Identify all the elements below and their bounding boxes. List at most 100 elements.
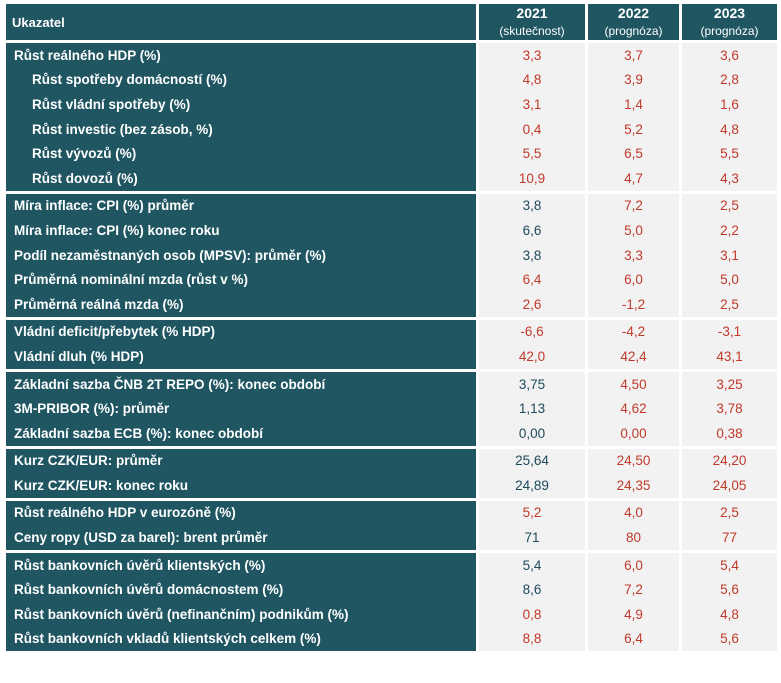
value-2021: 0,8 — [476, 602, 585, 627]
row-label: Růst investic (bez zásob, %) — [6, 116, 476, 142]
table-row: Ceny ropy (USD za barel): brent průměr 7… — [6, 525, 777, 550]
table-row: Podíl nezaměstnaných osob (MPSV): průměr… — [6, 242, 777, 268]
value-2022: -4,2 — [585, 316, 679, 345]
value-2021: 3,1 — [476, 92, 585, 117]
row-label: Růst bankovních úvěrů klientských (%) — [6, 549, 476, 578]
value-2022: 3,7 — [585, 40, 679, 68]
value-2022: 3,9 — [585, 67, 679, 93]
value-2023: 2,5 — [679, 291, 777, 317]
value-2021: 3,3 — [476, 40, 585, 68]
row-label: Průměrná nominální mzda (růst v %) — [6, 267, 476, 292]
column-year: 2021 — [516, 5, 548, 21]
value-2023: 1,6 — [679, 92, 777, 117]
row-label: Růst spotřeby domácností (%) — [6, 67, 476, 93]
value-2023: 5,6 — [679, 577, 777, 603]
row-label: 3M-PRIBOR (%): průměr — [6, 396, 476, 421]
value-2022: 6,0 — [585, 267, 679, 292]
value-2022: 4,7 — [585, 165, 679, 191]
table-row: Růst reálného HDP v eurozóně (%) 5,2 4,0… — [6, 497, 777, 526]
value-2022: 7,2 — [585, 190, 679, 219]
column-year: 2023 — [713, 5, 746, 21]
column-header-2021: 2021 (skutečnost) — [476, 4, 585, 40]
value-2021: 5,5 — [476, 141, 585, 166]
column-subtitle: (skutečnost) — [499, 24, 565, 38]
row-label: Základní sazba ČNB 2T REPO (%): konec ob… — [6, 368, 476, 397]
value-2022: -1,2 — [585, 291, 679, 317]
value-2023: 2,2 — [679, 218, 777, 243]
value-2023: 3,1 — [679, 242, 777, 268]
table-row: Kurz CZK/EUR: průměr 25,64 24,50 24,20 — [6, 445, 777, 474]
value-2022: 6,5 — [585, 141, 679, 166]
value-2023: 5,6 — [679, 626, 777, 652]
row-label: Růst reálného HDP (%) — [6, 40, 476, 68]
value-2022: 24,50 — [585, 445, 679, 474]
value-2021: 0,4 — [476, 116, 585, 142]
row-label: Vládní deficit/přebytek (% HDP) — [6, 316, 476, 345]
row-label: Růst dovozů (%) — [6, 165, 476, 191]
value-2022: 4,50 — [585, 368, 679, 397]
value-2022: 4,0 — [585, 497, 679, 526]
value-2022: 0,00 — [585, 420, 679, 446]
table-row: Vládní dluh (% HDP) 42,0 42,4 43,1 — [6, 344, 777, 369]
value-2023: 24,05 — [679, 473, 777, 498]
value-2021: 10,9 — [476, 165, 585, 191]
table-row: Růst investic (bez zásob, %) 0,4 5,2 4,8 — [6, 116, 777, 142]
value-2021: -6,6 — [476, 316, 585, 345]
row-label: Růst bankovních úvěrů domácnostem (%) — [6, 577, 476, 603]
value-2021: 42,0 — [476, 344, 585, 369]
macro-forecast-table: Ukazatel 2021 (skutečnost) 2022 (prognóz… — [6, 4, 777, 652]
value-2023: -3,1 — [679, 316, 777, 345]
row-label: Průměrná reálná mzda (%) — [6, 291, 476, 317]
value-2021: 5,2 — [476, 497, 585, 526]
value-2023: 3,6 — [679, 40, 777, 68]
table-row: Růst vládní spotřeby (%) 3,1 1,4 1,6 — [6, 92, 777, 117]
value-2023: 2,5 — [679, 190, 777, 219]
row-label: Vládní dluh (% HDP) — [6, 344, 476, 369]
value-2023: 4,3 — [679, 165, 777, 191]
value-2021: 3,8 — [476, 190, 585, 219]
value-2023: 3,78 — [679, 396, 777, 421]
value-2022: 5,0 — [585, 218, 679, 243]
table-row: Míra inflace: CPI (%) průměr 3,8 7,2 2,5 — [6, 190, 777, 219]
value-2021: 3,75 — [476, 368, 585, 397]
value-2022: 7,2 — [585, 577, 679, 603]
column-year: 2022 — [617, 5, 650, 21]
value-2021: 3,8 — [476, 242, 585, 268]
value-2021: 71 — [476, 525, 585, 550]
row-label: Základní sazba ECB (%): konec období — [6, 420, 476, 446]
table-row: Růst dovozů (%) 10,9 4,7 4,3 — [6, 165, 777, 191]
table-row: Růst bankovních vkladů klientských celke… — [6, 626, 777, 652]
row-label: Míra inflace: CPI (%) průměr — [6, 190, 476, 219]
column-header-2023: 2023 (prognóza) — [679, 4, 777, 40]
header-row: Ukazatel 2021 (skutečnost) 2022 (prognóz… — [6, 4, 777, 40]
row-label: Růst vývozů (%) — [6, 141, 476, 166]
row-label: Míra inflace: CPI (%) konec roku — [6, 218, 476, 243]
table-row: Růst bankovních úvěrů klientských (%) 5,… — [6, 549, 777, 578]
value-2022: 6,4 — [585, 626, 679, 652]
value-2022: 6,0 — [585, 549, 679, 578]
value-2021: 0,00 — [476, 420, 585, 446]
indicator-header: Ukazatel — [6, 4, 476, 40]
table-row: Vládní deficit/přebytek (% HDP) -6,6 -4,… — [6, 316, 777, 345]
table-row: Růst spotřeby domácností (%) 4,8 3,9 2,8 — [6, 67, 777, 93]
row-label: Růst reálného HDP v eurozóně (%) — [6, 497, 476, 526]
value-2021: 8,6 — [476, 577, 585, 603]
value-2023: 2,8 — [679, 67, 777, 93]
column-subtitle: (prognóza) — [604, 24, 663, 38]
value-2023: 5,0 — [679, 267, 777, 292]
table-row: Základní sazba ČNB 2T REPO (%): konec ob… — [6, 368, 777, 397]
value-2023: 5,5 — [679, 141, 777, 166]
value-2021: 4,8 — [476, 67, 585, 93]
table-row: Růst reálného HDP (%) 3,3 3,7 3,6 — [6, 40, 777, 68]
row-label: Růst vládní spotřeby (%) — [6, 92, 476, 117]
value-2021: 1,13 — [476, 396, 585, 421]
value-2023: 43,1 — [679, 344, 777, 369]
value-2021: 8,8 — [476, 626, 585, 652]
value-2023: 4,8 — [679, 602, 777, 627]
table-row: Míra inflace: CPI (%) konec roku 6,6 5,0… — [6, 218, 777, 243]
value-2022: 4,9 — [585, 602, 679, 627]
value-2021: 25,64 — [476, 445, 585, 474]
value-2023: 24,20 — [679, 445, 777, 474]
value-2022: 24,35 — [585, 473, 679, 498]
row-label: Podíl nezaměstnaných osob (MPSV): průměr… — [6, 242, 476, 268]
